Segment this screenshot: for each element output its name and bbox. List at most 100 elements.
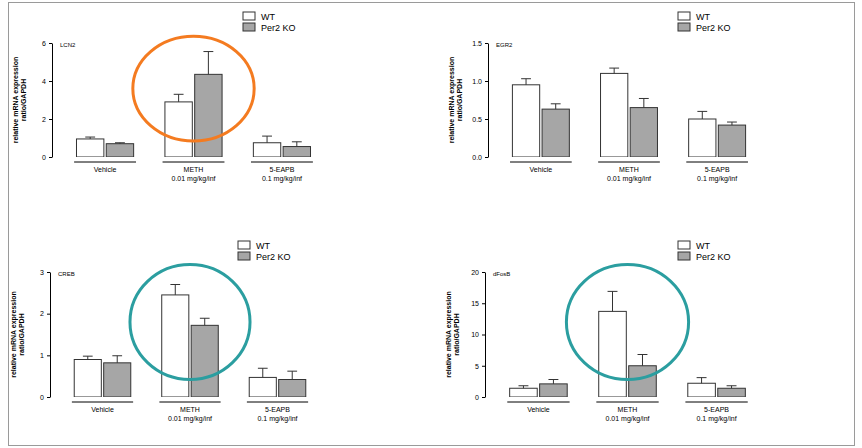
plot-marks xyxy=(510,291,746,397)
error-bar-stem xyxy=(612,291,613,311)
x-tick-label: Vehicle xyxy=(530,166,553,173)
error-bar xyxy=(608,291,618,311)
x-tick-label-line: 0.01 mg/kg/inf xyxy=(607,175,651,183)
error-bar-stem xyxy=(702,111,703,119)
y-axis-title-line: ratio/GAPDH xyxy=(453,313,460,355)
y-tick: 0 xyxy=(475,394,485,401)
error-bar xyxy=(697,111,707,119)
error-bar xyxy=(258,368,268,377)
bar xyxy=(718,388,746,397)
x-tick-label: Vehicle xyxy=(94,166,117,173)
y-tick: 1.0 xyxy=(472,78,488,85)
group-underline xyxy=(74,162,136,163)
legend-swatch xyxy=(678,241,690,249)
y-tick-label: 0 xyxy=(42,154,46,161)
bar xyxy=(542,109,569,157)
x-tick-label-line: 5-EAPB xyxy=(705,166,730,173)
y-tick-label: 20 xyxy=(471,269,479,276)
error-bar xyxy=(200,318,210,325)
y-axis-line xyxy=(50,273,51,398)
x-tick-label-line: METH xyxy=(618,406,638,413)
bar xyxy=(104,363,131,397)
bar xyxy=(512,85,539,157)
x-tick-label-line: 0.01 mg/kg/inf xyxy=(606,415,650,423)
x-tick-label-line: 0.1 mg/kg/inf xyxy=(262,175,302,183)
error-bar-cap xyxy=(548,379,558,380)
bar xyxy=(601,73,628,157)
x-tick-label-line: Vehicle xyxy=(94,166,117,173)
y-tick-label: 0.5 xyxy=(472,116,482,123)
plot-marks xyxy=(512,68,745,157)
legend: WTPer2 KO xyxy=(678,241,731,262)
group-underline xyxy=(72,402,133,403)
group-underline xyxy=(159,402,220,403)
y-tick-label: 3 xyxy=(40,269,44,276)
y-tick-label: 1.0 xyxy=(472,78,482,85)
x-tick-label-line: 0.01 mg/kg/inf xyxy=(172,175,216,183)
error-bar-cap xyxy=(170,284,180,285)
group-underline xyxy=(163,162,225,163)
y-tick: 10 xyxy=(471,331,485,338)
error-bar xyxy=(287,371,297,379)
error-bar xyxy=(551,104,561,109)
legend: WTPer2 KO xyxy=(238,241,291,262)
y-tick-mark xyxy=(47,314,50,315)
group-underline xyxy=(686,162,748,163)
y-tick-mark xyxy=(47,272,50,273)
y-tick: 6 xyxy=(42,40,52,47)
y-tick: 15 xyxy=(471,300,485,307)
error-bar xyxy=(697,378,707,384)
error-bar-cap xyxy=(727,385,737,386)
error-bar-stem xyxy=(208,52,209,75)
chart-title: LCN2 xyxy=(60,42,76,48)
y-tick-mark xyxy=(485,157,488,158)
x-tick-label: 5-EAPB0.1 mg/kg/inf xyxy=(697,406,737,423)
group-underline xyxy=(596,402,658,403)
error-bar-stem xyxy=(555,104,556,109)
y-tick: 0 xyxy=(40,394,50,401)
chart-title: EGR2 xyxy=(496,42,513,48)
legend: WTPer2 KO xyxy=(243,12,296,33)
error-bar xyxy=(292,142,302,147)
x-tick-label: METH0.01 mg/kg/inf xyxy=(607,166,651,183)
error-bar-cap xyxy=(174,94,184,95)
bar xyxy=(76,139,103,157)
error-bar xyxy=(639,98,649,107)
bar xyxy=(162,295,189,397)
y-axis: 0.00.51.01.5 xyxy=(472,40,488,161)
legend-label: Per2 KO xyxy=(696,252,731,262)
legend-swatch xyxy=(243,12,255,20)
y-tick: 2 xyxy=(42,116,52,123)
bar xyxy=(540,384,568,397)
error-bar-cap xyxy=(639,98,649,99)
error-bar-stem xyxy=(614,68,615,73)
x-tick-label-line: METH xyxy=(180,406,200,413)
legend-label: Per2 KO xyxy=(261,23,296,33)
group-underline xyxy=(247,402,308,403)
y-tick-mark xyxy=(482,272,485,273)
chart-title: dFosB xyxy=(493,271,510,277)
y-tick-mark xyxy=(47,355,50,356)
x-tick-label-line: 0.1 mg/kg/inf xyxy=(257,415,297,423)
y-axis-title-line: ratio/GAPDH xyxy=(18,313,25,355)
error-bar-cap xyxy=(203,51,213,52)
x-tick-label-line: Vehicle xyxy=(91,406,114,413)
error-bar-stem xyxy=(117,356,118,363)
group-underline xyxy=(598,162,660,163)
panel: 0.00.51.01.5VehicleMETH0.01 mg/kg/inf5-E… xyxy=(448,12,748,184)
error-bar-cap xyxy=(112,355,122,356)
error-bar-cap xyxy=(551,103,561,104)
legend-swatch xyxy=(238,252,250,260)
error-bar xyxy=(170,285,180,295)
error-bar-stem xyxy=(262,368,263,377)
x-tick-label: METH0.01 mg/kg/inf xyxy=(168,406,212,423)
group-underline xyxy=(251,162,313,163)
error-bar xyxy=(727,122,737,125)
panel: 0246VehicleMETH0.01 mg/kg/inf5-EAPB0.1 m… xyxy=(12,12,313,184)
error-bar-cap xyxy=(697,377,707,378)
y-tick-mark xyxy=(47,397,50,398)
error-bar-cap xyxy=(521,78,531,79)
y-axis-title-line: relative mRNA expression xyxy=(445,291,453,378)
error-bar xyxy=(609,68,619,73)
y-tick-label: 2 xyxy=(42,116,46,123)
